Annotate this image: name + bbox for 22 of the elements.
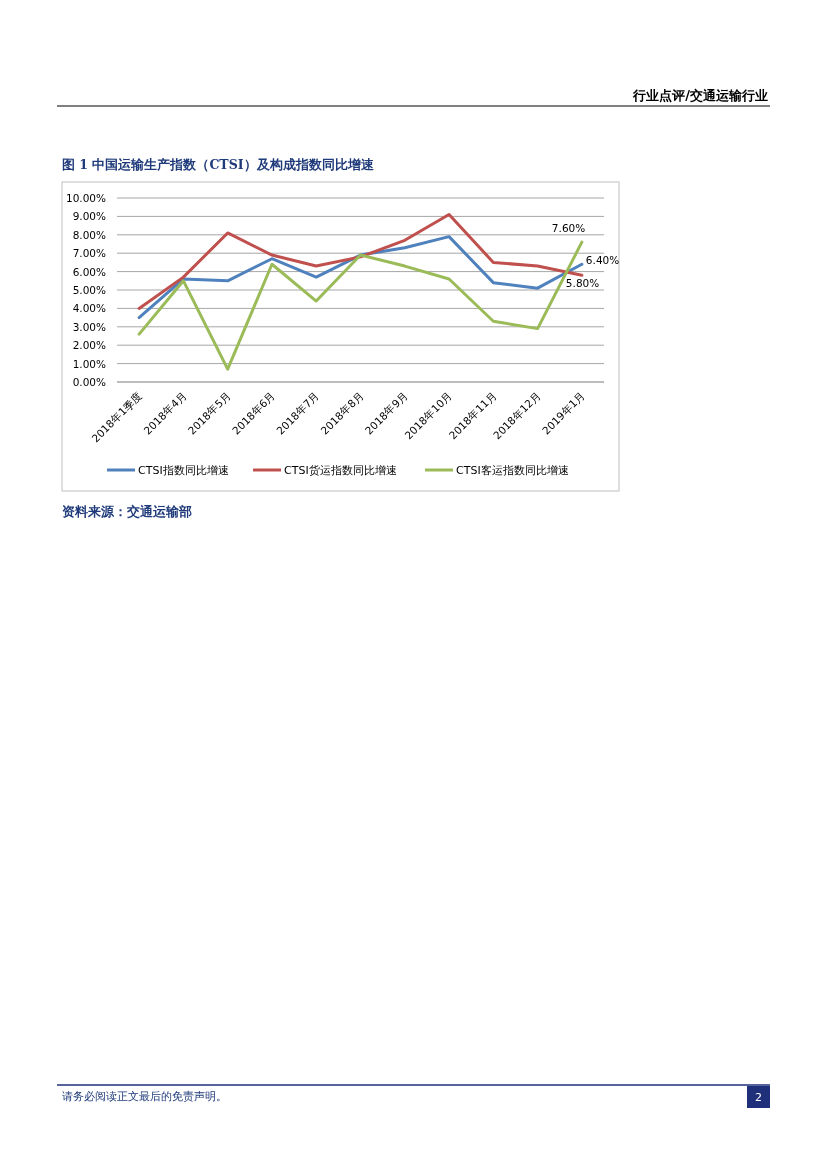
text: 2 [755,1091,762,1104]
text: 资料来源：交通运输部 [62,504,192,519]
y-tick-label: 4.00% [72,302,107,315]
data-label: 7.60% [551,222,586,235]
y-tick-label: 6.00% [72,265,107,278]
y-tick-label: 1.00% [72,357,107,370]
data-label: 5.80% [565,277,600,290]
text: 请务必阅读正文最后的免责声明。 [62,1090,227,1103]
y-tick-label: 10.00% [65,192,107,204]
y-tick-label: 0.00% [72,376,107,388]
y-tick-label: 3.00% [72,320,107,333]
legend-label: CTSI客运指数同比增速 [456,464,569,477]
text: 行业点评/交通运输行业 [632,88,768,103]
y-tick-label: 9.00% [72,210,107,223]
y-tick-label: 5.00% [72,284,107,296]
y-tick-label: 8.00% [72,228,107,241]
legend-label: CTSI指数同比增速 [138,464,229,477]
data-label: 6.40% [585,254,620,267]
legend-label: CTSI货运指数同比增速 [284,464,397,477]
y-tick-label: 2.00% [72,339,107,352]
y-tick-label: 7.00% [72,247,107,260]
chart-title: 图 1 中国运输生产指数（CTSI）及构成指数同比增速 [62,157,375,172]
